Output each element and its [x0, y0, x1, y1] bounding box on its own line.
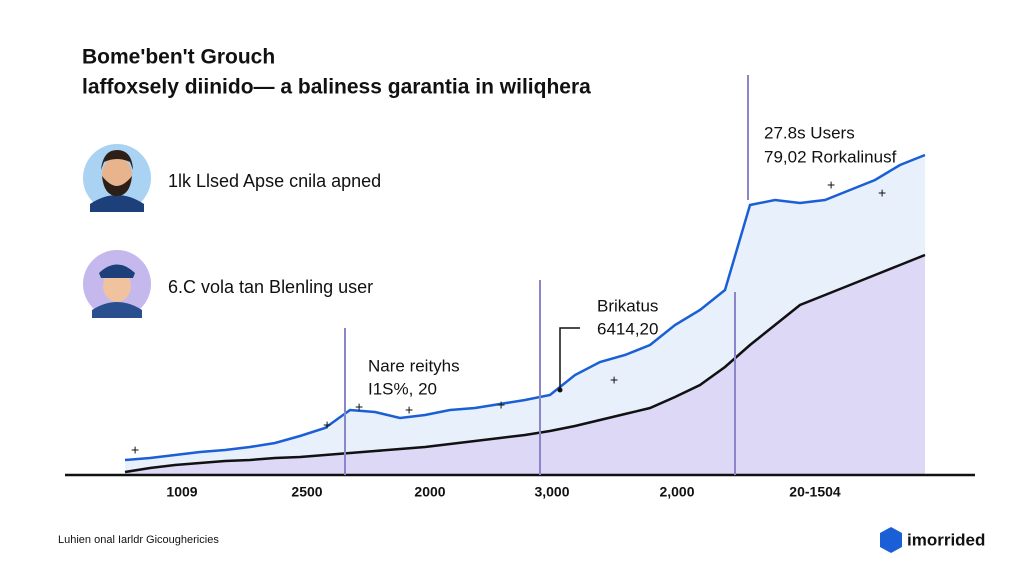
avatar: [83, 144, 151, 212]
footer: Luhien onal Iarldr Gicoughericies: [58, 534, 219, 546]
svg-text:+: +: [827, 177, 835, 193]
x-tick-label: 3,000: [534, 484, 569, 500]
x-tick-label: 2,000: [659, 484, 694, 500]
x-tick-label: 20-1504: [789, 484, 841, 500]
callout-dot: [557, 387, 563, 393]
annotation: Nare reityhs: [368, 356, 460, 375]
avatar: [83, 250, 151, 318]
annotation: I1S%, 20: [368, 379, 437, 398]
title: Bome'ben't Grouch: [82, 46, 275, 69]
series-line: [124, 153, 926, 462]
svg-text:+: +: [355, 399, 363, 415]
series-area: [125, 255, 925, 475]
x-tick-label: 1009: [166, 484, 197, 500]
svg-text:+: +: [610, 372, 618, 388]
x-tick-label: 2000: [414, 484, 445, 500]
svg-text:+: +: [323, 417, 331, 433]
logo-icon: [880, 527, 902, 553]
sparkles: + + + + + + + +: [131, 177, 886, 458]
item-text: 1lk Llsed Apse cnila apned: [168, 171, 381, 191]
logo: imorrided: [907, 530, 985, 549]
svg-text:+: +: [405, 402, 413, 418]
annotation: 27.8s Users: [764, 123, 855, 142]
plot: [124, 153, 926, 475]
svg-text:+: +: [131, 442, 139, 458]
svg-text:+: +: [878, 185, 886, 201]
subtitle: laffoxsely diinido— a baliness garantia …: [82, 76, 591, 99]
x-tick-label: 2500: [291, 484, 322, 500]
annotation: 6414,20: [597, 319, 658, 338]
annotation: 79,02 Rorkalinusf: [764, 147, 897, 166]
item-text: 6.C vola tan Blenling user: [168, 277, 373, 297]
series-line: [124, 253, 926, 474]
callout: [559, 327, 580, 390]
svg-text:+: +: [497, 397, 505, 413]
annotation: Brikatus: [597, 296, 658, 315]
